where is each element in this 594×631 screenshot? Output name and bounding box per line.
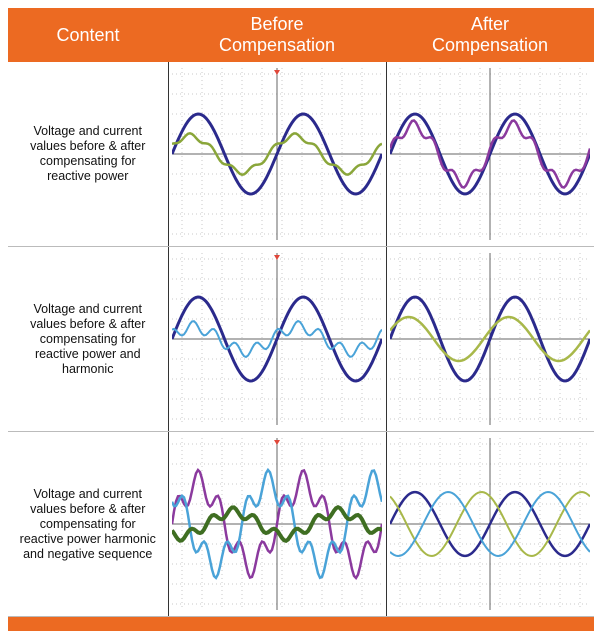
image-cell: [386, 62, 594, 247]
header-cell: Before Compensation: [168, 8, 386, 62]
header-text: Before Compensation: [212, 14, 342, 56]
scope-image: [390, 253, 590, 425]
scope-image: [390, 68, 590, 240]
image-cell: [168, 62, 386, 247]
row-label: Voltage and current values before & afte…: [18, 487, 158, 562]
row-label-cell: Voltage and current values before & afte…: [8, 62, 168, 247]
header-text: After Compensation: [425, 14, 555, 56]
header-cell: Content: [8, 8, 168, 62]
scope-image: [172, 438, 382, 610]
row-label: Voltage and current values before & afte…: [18, 124, 158, 184]
image-cell: [168, 247, 386, 432]
image-cell: [386, 432, 594, 617]
row-label-cell: Voltage and current values before & afte…: [8, 247, 168, 432]
row-label-cell: Voltage and current values before & afte…: [8, 432, 168, 617]
row: Voltage and current values before & afte…: [8, 247, 594, 432]
header-text: Content: [23, 25, 153, 46]
header-cell: After Compensation: [386, 8, 594, 62]
comparison-table: Content Before Compensation After Compen…: [8, 8, 594, 617]
image-cell: [168, 432, 386, 617]
image-cell: [386, 247, 594, 432]
scope-image: [172, 253, 382, 425]
row: Voltage and current values before & afte…: [8, 432, 594, 617]
header-row: Content Before Compensation After Compen…: [8, 8, 594, 62]
row: Voltage and current values before & afte…: [8, 62, 594, 247]
page: {"table":{"headers":["Content","Before C…: [0, 0, 594, 631]
table-wrap: Content Before Compensation After Compen…: [8, 8, 594, 631]
scope-image: [390, 438, 590, 610]
scope-image: [172, 68, 382, 240]
row-label: Voltage and current values before & afte…: [18, 302, 158, 377]
footer-bar: [8, 617, 594, 631]
